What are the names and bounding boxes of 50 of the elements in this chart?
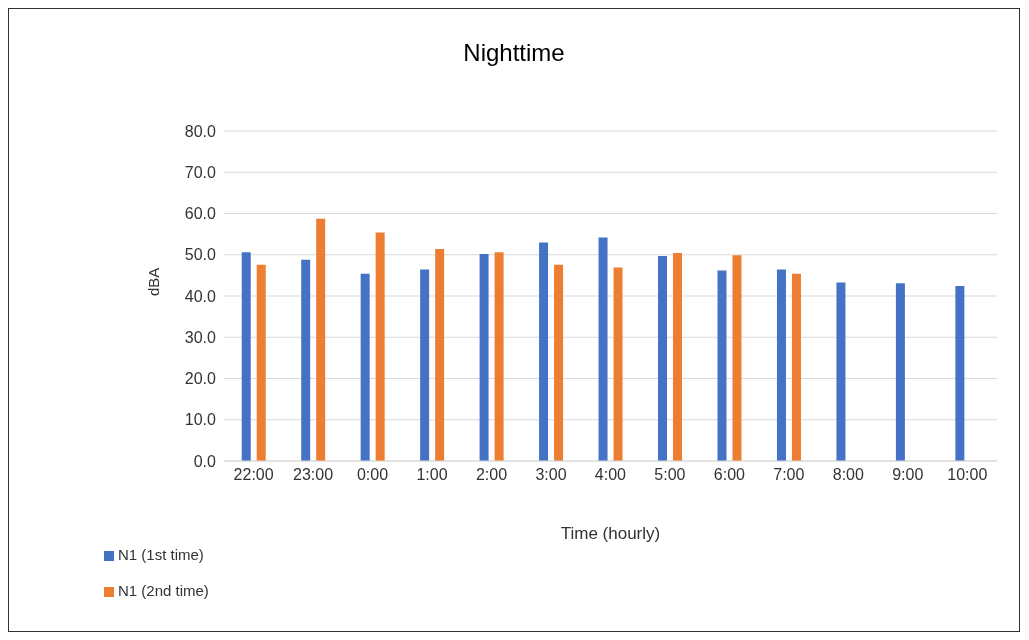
x-tick-label: 2:00 <box>475 466 508 484</box>
chart-title: Nighttime <box>462 39 566 67</box>
bar <box>479 253 489 461</box>
bar <box>598 237 608 461</box>
x-tick-label: 5:00 <box>654 466 686 484</box>
x-tick-label: 8:00 <box>832 466 864 484</box>
y-tick-label: 0.0 <box>193 452 216 470</box>
y-tick-label: 60.0 <box>184 205 216 223</box>
bar <box>241 252 251 461</box>
x-tick-label: 10:00 <box>947 466 988 484</box>
x-tick-label: 3:00 <box>535 466 567 484</box>
bar <box>717 270 727 461</box>
bar <box>435 248 445 461</box>
x-tick-label: 6:00 <box>713 466 746 484</box>
y-tick-label: 80.0 <box>184 122 216 140</box>
y-tick-label: 50.0 <box>184 246 216 264</box>
bar <box>836 282 846 461</box>
x-tick-label: 1:00 <box>416 466 448 484</box>
bar <box>420 269 430 461</box>
x-tick-label: 4:00 <box>594 466 627 484</box>
bar <box>658 255 668 461</box>
x-tick-label: 7:00 <box>773 466 805 484</box>
y-tick-label: 40.0 <box>184 287 216 305</box>
y-axis-title: dBA <box>145 267 163 296</box>
y-tick-label: 20.0 <box>184 370 216 388</box>
bar <box>316 218 326 461</box>
bar <box>494 252 504 461</box>
bar <box>554 264 564 461</box>
bar <box>776 269 786 461</box>
bar <box>539 242 549 461</box>
legend-label: N1 (2nd time) <box>118 582 209 599</box>
x-tick-label: 0:00 <box>356 466 389 484</box>
legend-label: N1 (1st time) <box>118 546 204 563</box>
x-tick-label: 9:00 <box>892 466 924 484</box>
x-axis-title: Time (hourly) <box>560 524 661 543</box>
bar <box>256 264 266 461</box>
bar <box>301 259 311 461</box>
y-tick-label: 70.0 <box>184 163 216 181</box>
bar <box>732 255 742 461</box>
bar <box>613 267 623 461</box>
y-tick-label: 30.0 <box>184 328 216 346</box>
bar <box>791 273 801 461</box>
bar <box>895 283 905 461</box>
x-tick-label: 23:00 <box>293 466 334 484</box>
bar <box>673 253 683 461</box>
bar <box>955 286 965 461</box>
bar <box>375 232 385 461</box>
y-tick-label: 10.0 <box>184 411 216 429</box>
bar <box>360 273 370 461</box>
x-tick-label: 22:00 <box>233 466 274 484</box>
